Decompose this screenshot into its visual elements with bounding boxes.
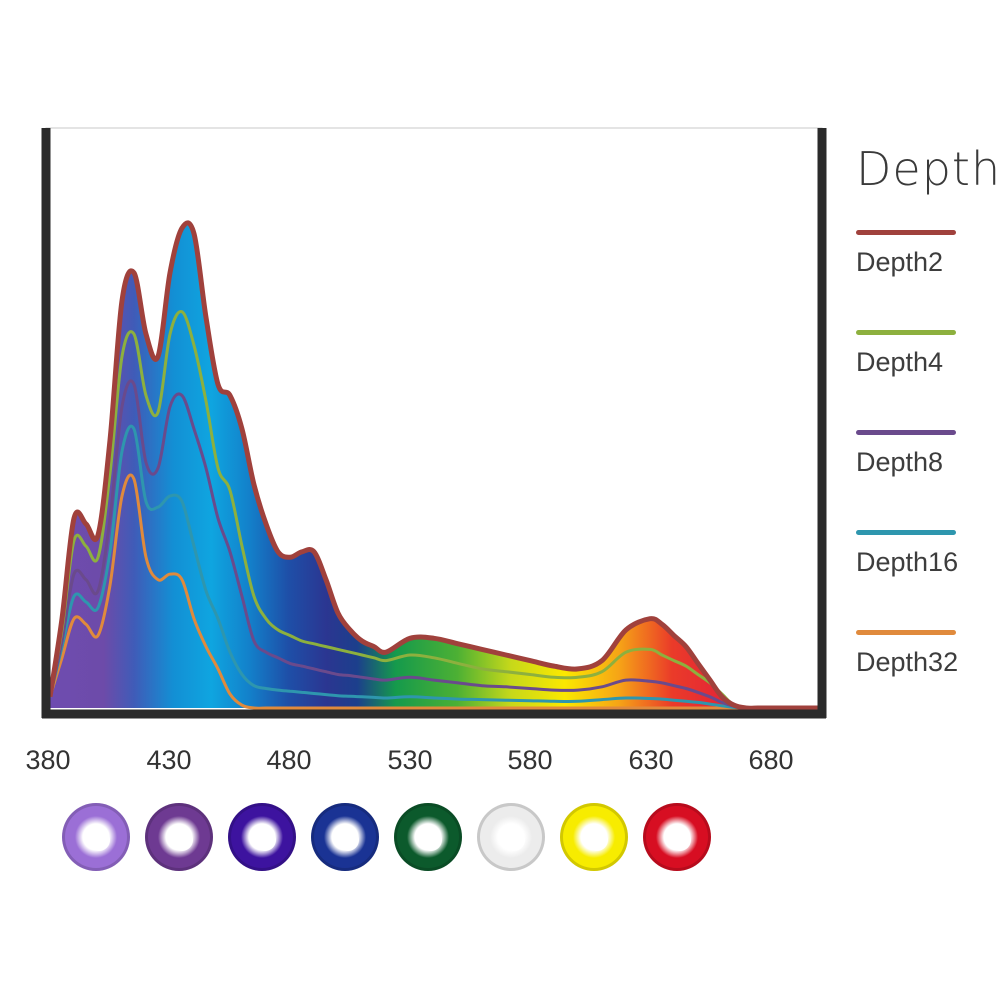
legend-label: Depth2	[856, 247, 944, 277]
led-center	[337, 829, 359, 851]
spectrum-area-fill	[50, 222, 818, 709]
led-color-dot	[311, 803, 379, 871]
legend-label: Depth4	[856, 347, 944, 377]
legend-item: Depth4	[856, 330, 1000, 378]
x-tick-label: 680	[748, 745, 794, 775]
x-tick-label: 380	[25, 745, 71, 775]
legend-title: Depth	[856, 142, 1000, 196]
legend-swatch	[856, 530, 956, 535]
led-center	[503, 829, 525, 851]
led-color-dot	[643, 803, 711, 871]
led-color-dot	[477, 803, 545, 871]
legend-item: Depth8	[856, 430, 1000, 478]
led-color-dot	[228, 803, 296, 871]
led-center	[420, 829, 442, 851]
legend-swatch	[856, 630, 956, 635]
x-tick-label: 430	[146, 745, 192, 775]
x-tick-label: 580	[507, 745, 553, 775]
legend-item: Depth16	[856, 530, 1000, 578]
x-tick-label: 480	[266, 745, 312, 775]
x-tick-label: 630	[628, 745, 674, 775]
led-color-dot	[62, 803, 130, 871]
series-line-depth32	[48, 473, 818, 710]
legend-item: Depth2	[856, 230, 1000, 278]
x-tick-label: 530	[387, 745, 433, 775]
series-line-depth16	[48, 424, 818, 710]
legend-swatch	[856, 430, 956, 435]
legend-swatch	[856, 230, 956, 235]
led-color-dot	[394, 803, 462, 871]
legend-swatch	[856, 330, 956, 335]
legend-label: Depth32	[856, 647, 959, 677]
led-center	[171, 829, 193, 851]
led-color-dot	[145, 803, 213, 871]
legend-label: Depth16	[856, 547, 959, 577]
led-center	[254, 829, 276, 851]
led-center	[669, 829, 691, 851]
led-center	[88, 829, 110, 851]
series-line-depth8	[48, 379, 818, 710]
legend-label: Depth8	[856, 447, 944, 477]
led-center	[586, 829, 608, 851]
series-line-depth2	[47, 220, 818, 711]
legend-item: Depth32	[856, 630, 1000, 678]
led-color-dot	[560, 803, 628, 871]
